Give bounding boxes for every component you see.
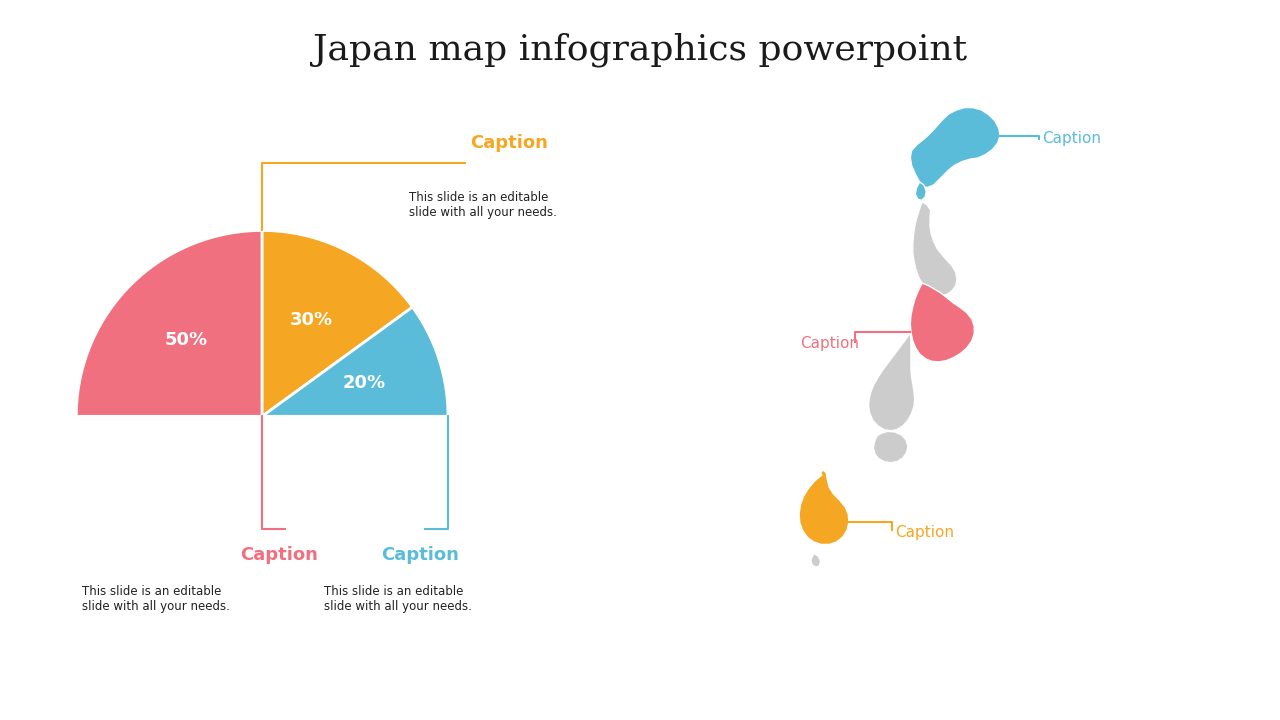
Text: 50%: 50% [164,331,207,349]
Polygon shape [262,307,448,416]
Polygon shape [910,283,974,362]
Text: Caption: Caption [895,525,954,539]
Polygon shape [262,230,412,416]
Text: This slide is an editable
slide with all your needs.: This slide is an editable slide with all… [408,191,557,219]
Polygon shape [77,230,262,416]
Polygon shape [799,470,849,544]
Text: Caption: Caption [471,134,548,152]
Polygon shape [873,431,908,463]
Text: 30%: 30% [289,311,333,329]
Polygon shape [915,182,927,200]
Polygon shape [869,333,915,431]
Text: Caption: Caption [800,336,859,351]
Text: Caption: Caption [1042,132,1101,146]
Text: 20%: 20% [343,374,387,392]
Text: Caption: Caption [381,546,458,564]
Text: This slide is an editable
slide with all your needs.: This slide is an editable slide with all… [324,585,472,613]
Polygon shape [913,202,957,296]
Polygon shape [910,107,1000,187]
Text: Caption: Caption [241,546,317,564]
Text: Japan map infographics powerpoint: Japan map infographics powerpoint [312,32,968,67]
Polygon shape [810,554,820,567]
Text: This slide is an editable
slide with all your needs.: This slide is an editable slide with all… [82,585,230,613]
